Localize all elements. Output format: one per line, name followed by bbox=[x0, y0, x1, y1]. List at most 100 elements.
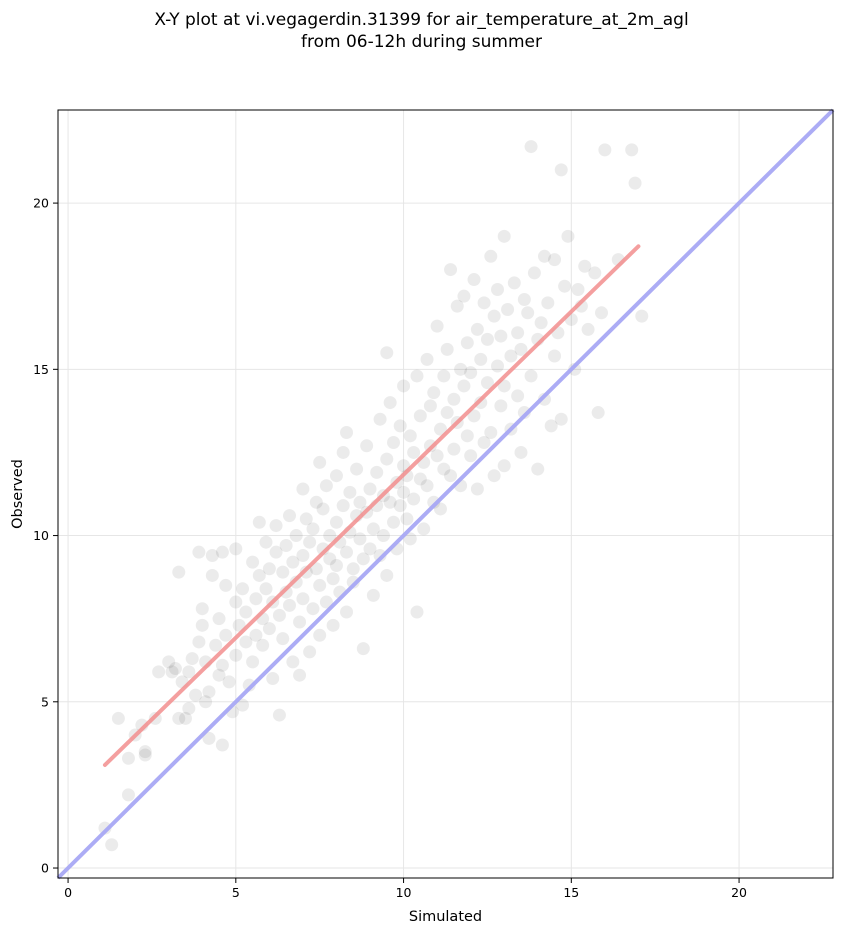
data-point bbox=[497, 459, 511, 473]
data-point bbox=[289, 575, 303, 589]
data-point bbox=[383, 396, 397, 410]
data-point bbox=[400, 512, 414, 526]
data-point bbox=[427, 495, 441, 509]
data-point bbox=[625, 143, 639, 157]
trend-lines bbox=[56, 108, 835, 880]
data-point bbox=[366, 522, 380, 536]
data-point bbox=[480, 332, 494, 346]
y-axis-label: Observed bbox=[10, 459, 26, 529]
data-point bbox=[222, 675, 236, 689]
data-point bbox=[215, 738, 229, 752]
data-point bbox=[152, 665, 166, 679]
data-point bbox=[319, 595, 333, 609]
data-point bbox=[480, 376, 494, 390]
data-point bbox=[464, 449, 478, 463]
data-point bbox=[386, 515, 400, 529]
data-point bbox=[303, 645, 317, 659]
data-point bbox=[246, 655, 260, 669]
data-point bbox=[162, 655, 176, 669]
data-point bbox=[329, 469, 343, 483]
regression-line bbox=[102, 244, 641, 767]
data-point bbox=[635, 309, 649, 323]
data-point bbox=[477, 296, 491, 310]
data-point bbox=[494, 399, 508, 413]
data-point bbox=[507, 276, 521, 290]
data-point bbox=[309, 495, 323, 509]
x-tick-label: 5 bbox=[232, 885, 240, 900]
data-point bbox=[289, 529, 303, 543]
data-point bbox=[356, 642, 370, 656]
data-point bbox=[323, 529, 337, 543]
data-point bbox=[326, 618, 340, 632]
data-point bbox=[282, 509, 296, 523]
data-point bbox=[239, 605, 253, 619]
data-point bbox=[262, 562, 276, 576]
data-point bbox=[356, 552, 370, 566]
data-point bbox=[410, 369, 424, 383]
data-point bbox=[487, 309, 501, 323]
data-point bbox=[138, 748, 152, 762]
data-point bbox=[266, 672, 280, 686]
data-point bbox=[276, 632, 290, 646]
data-point bbox=[397, 485, 411, 499]
data-point bbox=[433, 422, 447, 436]
data-point bbox=[477, 435, 491, 449]
data-point bbox=[340, 545, 354, 559]
data-point bbox=[98, 821, 112, 835]
data-point bbox=[172, 565, 186, 579]
data-point bbox=[340, 425, 354, 439]
data-point bbox=[329, 558, 343, 572]
data-point bbox=[554, 163, 568, 177]
data-point bbox=[437, 369, 451, 383]
data-point bbox=[460, 429, 474, 443]
data-point bbox=[229, 648, 243, 662]
data-point bbox=[202, 685, 216, 699]
data-point bbox=[376, 529, 390, 543]
data-point bbox=[541, 296, 555, 310]
data-point bbox=[236, 698, 250, 712]
data-point bbox=[256, 638, 270, 652]
data-point bbox=[487, 469, 501, 483]
data-point bbox=[105, 838, 119, 852]
data-point bbox=[215, 658, 229, 672]
data-point bbox=[464, 366, 478, 380]
data-point bbox=[571, 283, 585, 297]
data-point bbox=[329, 515, 343, 529]
data-point bbox=[279, 585, 293, 599]
data-point bbox=[205, 549, 219, 563]
data-point bbox=[326, 572, 340, 586]
data-point bbox=[363, 482, 377, 496]
data-point bbox=[444, 263, 458, 277]
data-point bbox=[467, 409, 481, 423]
data-point bbox=[336, 445, 350, 459]
data-point bbox=[293, 668, 307, 682]
data-point bbox=[282, 598, 296, 612]
data-point bbox=[229, 542, 243, 556]
data-point bbox=[242, 678, 256, 692]
data-point bbox=[192, 545, 206, 559]
data-point bbox=[346, 562, 360, 576]
data-point bbox=[524, 369, 538, 383]
data-point bbox=[360, 439, 374, 453]
data-point bbox=[219, 578, 233, 592]
data-point bbox=[534, 316, 548, 330]
data-point bbox=[598, 143, 612, 157]
data-point bbox=[393, 499, 407, 513]
data-point bbox=[393, 419, 407, 433]
data-point bbox=[457, 379, 471, 393]
data-point bbox=[366, 588, 380, 602]
data-point bbox=[212, 612, 226, 626]
data-point bbox=[427, 386, 441, 400]
data-point bbox=[276, 565, 290, 579]
y-tick-label: 10 bbox=[33, 528, 49, 543]
plot-frame bbox=[57, 109, 834, 879]
data-point bbox=[168, 662, 182, 676]
data-point bbox=[578, 259, 592, 273]
scatter-points bbox=[98, 140, 649, 852]
data-point bbox=[548, 253, 562, 267]
data-point bbox=[313, 628, 327, 642]
data-point bbox=[269, 519, 283, 533]
data-point bbox=[205, 568, 219, 582]
x-axis-label: Simulated bbox=[409, 909, 482, 925]
data-point bbox=[202, 731, 216, 745]
